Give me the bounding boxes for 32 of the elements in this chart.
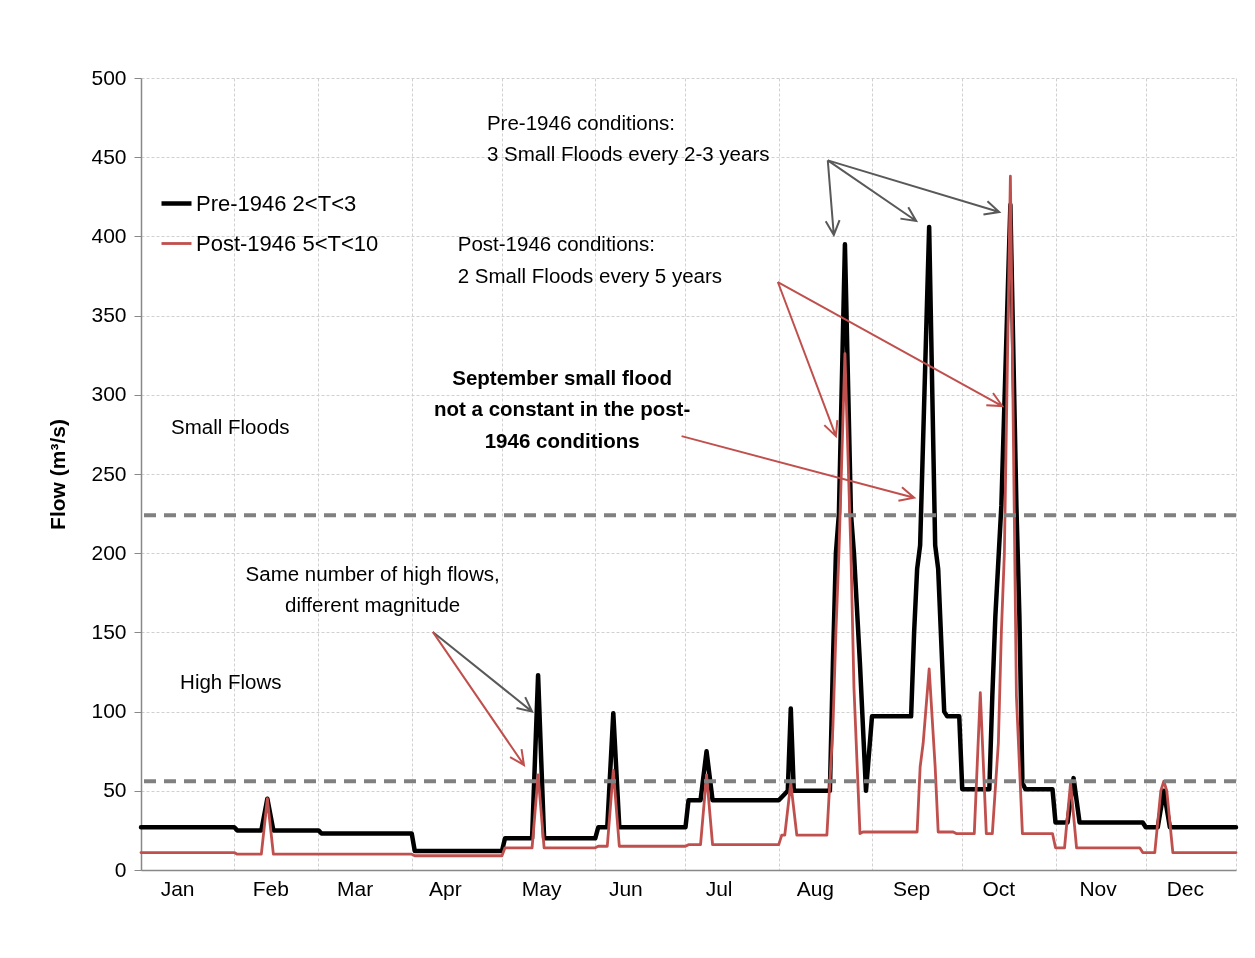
y-tick-label: 50	[103, 778, 127, 802]
annotation: September small flood not a constant in the post- 1946 conditions	[434, 365, 691, 452]
y-tick-label: 250	[91, 461, 127, 485]
y-tick-label: 350	[91, 303, 127, 327]
x-tick-label: Mar	[337, 876, 374, 900]
annotation: High Flows	[180, 669, 282, 693]
annotation: Pre-1946 conditions: 3 Small Floods every 2-3 years	[486, 110, 770, 166]
annotation: Post-1946 conditions: 2 Small Floods every 5 years	[457, 232, 723, 287]
y-tick-label: 0	[114, 857, 127, 881]
x-tick-label: Sep	[892, 876, 931, 900]
y-tick-label: 200	[91, 540, 127, 564]
legend-label: Post-1946 5<T<10	[196, 230, 379, 256]
annotation: Small Floods	[171, 414, 290, 438]
x-tick-label: Jan	[160, 876, 195, 900]
x-tick-label: Dec	[1166, 876, 1205, 900]
y-tick-label: 400	[91, 223, 127, 247]
x-tick-label: Oct	[982, 876, 1016, 900]
y-tick-label: 300	[91, 382, 127, 406]
legend-label: Pre-1946 2<T<3	[196, 190, 357, 216]
x-tick-label: Aug	[796, 876, 835, 900]
x-tick-label: Jun	[608, 876, 643, 900]
y-tick-label: 100	[91, 699, 127, 723]
y-axis-title: Flow (m³/s)	[46, 419, 70, 530]
y-tick-label: 450	[91, 144, 127, 168]
x-tick-label: Apr	[428, 876, 462, 900]
y-tick-label: 500	[91, 65, 127, 89]
x-tick-label: Feb	[252, 876, 289, 900]
x-tick-label: Nov	[1079, 876, 1118, 900]
x-tick-label: May	[521, 876, 562, 900]
x-tick-label: Jul	[705, 876, 733, 900]
y-tick-label: 150	[91, 619, 127, 643]
annotation: Same number of high flows, different magnitude	[245, 561, 500, 617]
